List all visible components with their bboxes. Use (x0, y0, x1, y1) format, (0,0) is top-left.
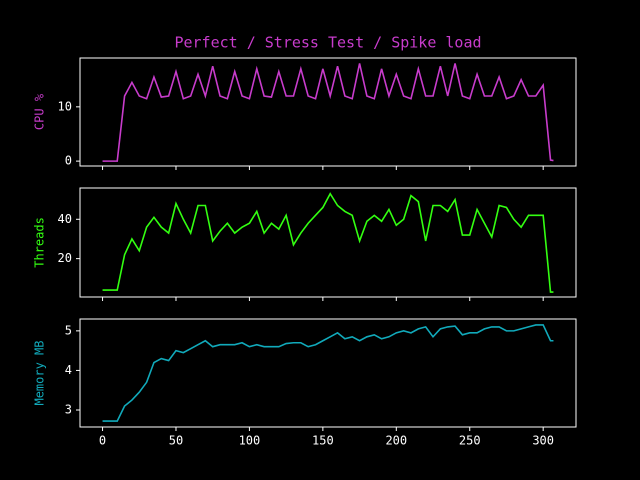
y-axis-label: CPU % (33, 93, 47, 130)
data-line (102, 63, 554, 162)
x-tick-label: 300 (532, 434, 554, 448)
y-tick-label: 10 (58, 99, 72, 113)
axes-frame (79, 318, 577, 428)
x-tick-label: 150 (312, 434, 334, 448)
x-tick-label: 200 (385, 434, 407, 448)
axes-frame (79, 57, 577, 167)
y-axis-label: Memory MB (33, 340, 47, 405)
x-tick-label: 0 (99, 434, 106, 448)
y-tick-label: 20 (58, 251, 72, 265)
x-tick-label: 50 (169, 434, 183, 448)
y-tick-label: 0 (65, 154, 72, 168)
x-tick-label: 250 (459, 434, 481, 448)
data-line (102, 324, 554, 422)
data-line (102, 192, 554, 293)
y-tick-label: 5 (65, 323, 72, 337)
y-tick-label: 3 (65, 402, 72, 416)
x-tick-label: 100 (239, 434, 261, 448)
chart-title: Perfect / Stress Test / Spike load (174, 34, 481, 52)
y-tick-label: 4 (65, 363, 72, 377)
axes-frame (79, 187, 577, 298)
y-tick-label: 40 (58, 212, 72, 226)
y-axis-label: Threads (33, 217, 47, 268)
